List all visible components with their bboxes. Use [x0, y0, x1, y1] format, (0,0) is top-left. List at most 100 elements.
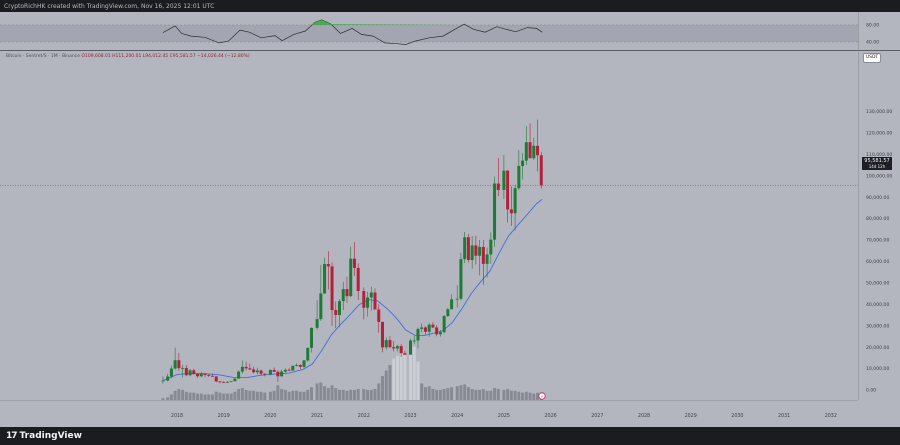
candle[interactable] — [528, 123, 532, 159]
candle[interactable] — [229, 381, 233, 383]
candle[interactable] — [485, 247, 489, 278]
candle[interactable] — [298, 364, 302, 370]
candle[interactable] — [263, 373, 267, 377]
candle[interactable] — [392, 341, 396, 352]
candle[interactable] — [349, 246, 353, 298]
candle[interactable] — [356, 263, 360, 301]
candle[interactable] — [431, 321, 435, 329]
candle[interactable] — [268, 369, 272, 376]
candle[interactable] — [506, 170, 510, 223]
candle[interactable] — [161, 376, 165, 384]
candle[interactable] — [470, 235, 474, 269]
candle[interactable] — [521, 153, 525, 180]
candle[interactable] — [173, 347, 177, 370]
candle[interactable] — [192, 368, 196, 376]
candle[interactable] — [207, 374, 211, 377]
candle[interactable] — [233, 378, 237, 382]
candle[interactable] — [309, 327, 313, 353]
candle[interactable] — [181, 364, 185, 378]
candle[interactable] — [184, 364, 188, 377]
candle[interactable] — [416, 327, 420, 349]
candle[interactable] — [446, 307, 450, 317]
candle[interactable] — [203, 373, 207, 378]
candle[interactable] — [412, 335, 416, 345]
candle[interactable] — [188, 369, 192, 377]
candle[interactable] — [291, 365, 295, 371]
candle[interactable] — [199, 371, 203, 378]
candle[interactable] — [295, 363, 299, 367]
candle[interactable] — [438, 330, 442, 337]
candle[interactable] — [334, 301, 338, 329]
candle[interactable] — [388, 336, 392, 349]
candle[interactable] — [409, 338, 412, 355]
tradingview-logo[interactable]: 17 TradingView — [6, 430, 82, 442]
candle[interactable] — [496, 158, 500, 197]
candle[interactable] — [395, 344, 399, 352]
candle[interactable] — [341, 281, 345, 311]
candle[interactable] — [222, 381, 226, 383]
candle[interactable] — [459, 252, 463, 301]
candle[interactable] — [450, 294, 454, 310]
candle[interactable] — [435, 325, 439, 337]
candle[interactable] — [169, 365, 173, 379]
candle[interactable] — [330, 262, 334, 326]
candle[interactable] — [352, 242, 356, 277]
candle[interactable] — [442, 315, 446, 334]
candle[interactable] — [502, 155, 506, 199]
candle[interactable] — [166, 373, 170, 382]
candle[interactable] — [463, 231, 467, 263]
candle[interactable] — [302, 360, 306, 368]
candle[interactable] — [259, 369, 263, 376]
candle[interactable] — [403, 350, 407, 356]
candle[interactable] — [539, 151, 543, 189]
candle[interactable] — [252, 366, 256, 374]
candle[interactable] — [283, 368, 287, 373]
candle[interactable] — [287, 367, 291, 371]
candle[interactable] — [474, 235, 478, 265]
candle[interactable] — [399, 344, 403, 357]
candle[interactable] — [517, 150, 521, 190]
candle[interactable] — [214, 376, 218, 383]
candle[interactable] — [420, 323, 424, 333]
candle[interactable] — [536, 119, 540, 172]
candle[interactable] — [323, 257, 327, 294]
candle[interactable] — [384, 337, 388, 350]
candle[interactable] — [345, 276, 349, 303]
candle[interactable] — [513, 184, 517, 231]
candle[interactable] — [366, 291, 370, 317]
candle[interactable] — [218, 381, 222, 384]
candle[interactable] — [326, 251, 330, 290]
candle[interactable] — [177, 353, 181, 371]
price-chart[interactable]: 80.00 40.00 130,000.00 120,000.00 110,000.0… — [0, 12, 900, 430]
candle[interactable] — [240, 360, 244, 374]
candle[interactable] — [369, 286, 373, 311]
candle[interactable] — [306, 347, 310, 362]
candle[interactable] — [478, 240, 482, 276]
symbol-info[interactable]: Bitcoin · Sentret/S · 1M · Binance O109,… — [6, 52, 250, 62]
candle[interactable] — [380, 321, 384, 353]
candle[interactable] — [338, 299, 342, 328]
candle[interactable] — [427, 322, 431, 337]
candle[interactable] — [319, 265, 323, 321]
candle[interactable] — [315, 300, 319, 330]
candle[interactable] — [489, 232, 493, 264]
candle[interactable] — [196, 373, 200, 378]
candle[interactable] — [276, 370, 280, 382]
candle[interactable] — [481, 240, 485, 285]
candle[interactable] — [210, 373, 214, 377]
candle[interactable] — [455, 285, 459, 308]
candle[interactable] — [493, 176, 497, 247]
candle[interactable] — [244, 361, 248, 371]
flag-icon[interactable]: ⚡ — [538, 392, 546, 400]
candle[interactable] — [362, 287, 366, 320]
candle[interactable] — [280, 369, 284, 377]
candle[interactable] — [509, 186, 513, 226]
candle[interactable] — [255, 367, 259, 375]
candle[interactable] — [237, 370, 241, 379]
candle[interactable] — [466, 234, 470, 263]
candle[interactable] — [532, 137, 536, 161]
candle[interactable] — [373, 288, 377, 310]
candle[interactable] — [272, 367, 276, 372]
candle[interactable] — [423, 326, 427, 335]
candle[interactable] — [248, 363, 252, 371]
